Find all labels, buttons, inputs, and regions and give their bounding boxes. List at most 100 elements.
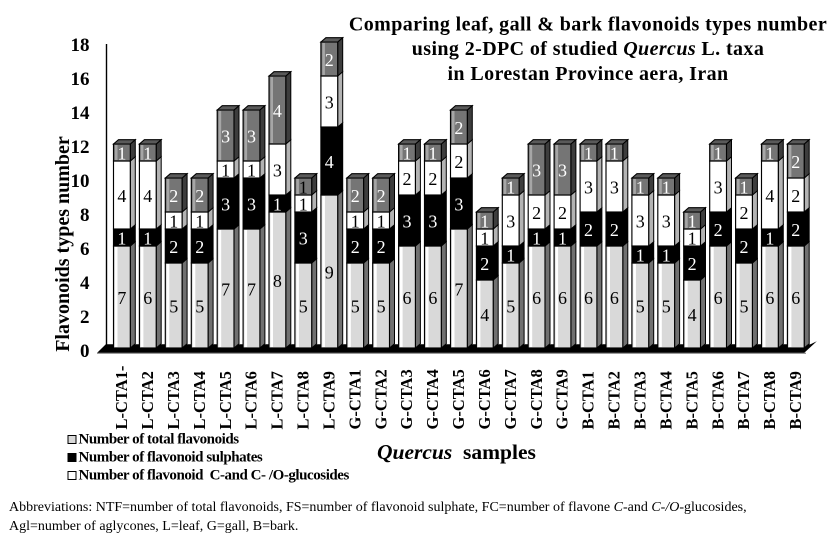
svg-text:4: 4 [480, 305, 489, 325]
svg-text:3: 3 [325, 93, 334, 113]
svg-text:2: 2 [169, 186, 178, 206]
svg-text:G-CTA2: G-CTA2 [371, 369, 390, 429]
svg-text:2: 2 [532, 203, 541, 223]
svg-text:5: 5 [169, 297, 178, 317]
svg-text:6: 6 [80, 239, 90, 260]
svg-text:G-CTA3: G-CTA3 [397, 369, 416, 429]
svg-text:6: 6 [610, 288, 619, 308]
svg-text:G-CTA8: G-CTA8 [527, 369, 546, 429]
svg-text:2: 2 [610, 220, 619, 240]
svg-text:7: 7 [221, 280, 230, 300]
svg-text:2: 2 [80, 307, 90, 328]
svg-text:3: 3 [247, 195, 256, 215]
svg-text:3: 3 [610, 178, 619, 198]
svg-text:Number of flavonoid sulphates: Number of flavonoid sulphates [79, 450, 263, 466]
svg-text:3: 3 [584, 178, 593, 198]
svg-text:6: 6 [791, 288, 800, 308]
svg-text:9: 9 [325, 263, 334, 283]
svg-text:10: 10 [71, 171, 90, 192]
svg-text:3: 3 [506, 212, 515, 232]
svg-text:2: 2 [688, 254, 697, 274]
svg-text:2: 2 [351, 237, 360, 257]
svg-text:Abbreviations: NTF=number of t: Abbreviations: NTF=number of total flavo… [9, 500, 747, 515]
svg-text:1: 1 [428, 144, 437, 164]
svg-text:G-CTA5: G-CTA5 [449, 369, 468, 429]
svg-text:6: 6 [403, 288, 412, 308]
svg-text:using 2-DPC of studied Quercus: using 2-DPC of studied Quercus L. taxa [412, 38, 764, 60]
svg-text:6: 6 [765, 288, 774, 308]
svg-text:1: 1 [688, 229, 697, 249]
svg-text:12: 12 [71, 137, 90, 158]
svg-text:1: 1 [299, 178, 308, 198]
svg-text:5: 5 [740, 297, 749, 317]
svg-text:B-CTA5: B-CTA5 [682, 371, 701, 429]
svg-text:3: 3 [221, 195, 230, 215]
svg-text:2: 2 [584, 220, 593, 240]
svg-text:6: 6 [584, 288, 593, 308]
svg-text:2: 2 [454, 152, 463, 172]
svg-text:in Lorestan Province aera, Ira: in Lorestan Province aera, Iran [447, 63, 728, 85]
svg-text:5: 5 [506, 297, 515, 317]
svg-text:7: 7 [454, 280, 463, 300]
svg-text:1: 1 [117, 229, 126, 249]
svg-text:3: 3 [558, 161, 567, 181]
svg-text:6: 6 [558, 288, 567, 308]
svg-text:3: 3 [662, 212, 671, 232]
svg-text:2: 2 [791, 152, 800, 172]
svg-text:Number of total flavonoids: Number of total flavonoids [79, 432, 240, 448]
svg-text:B-CTA9: B-CTA9 [786, 371, 805, 429]
svg-text:1: 1 [636, 246, 645, 266]
svg-text:B-CTA7: B-CTA7 [734, 371, 753, 429]
svg-text:2: 2 [480, 254, 489, 274]
svg-text:B-CTA6: B-CTA6 [708, 371, 727, 429]
svg-text:8: 8 [80, 205, 90, 226]
svg-text:4: 4 [117, 186, 126, 206]
svg-text:1: 1 [558, 229, 567, 249]
svg-text:L-CTA5: L-CTA5 [216, 371, 235, 429]
svg-text:4: 4 [688, 305, 697, 325]
svg-text:2: 2 [714, 220, 723, 240]
svg-text:1: 1 [636, 178, 645, 198]
svg-text:3: 3 [273, 161, 282, 181]
svg-text:3: 3 [636, 212, 645, 232]
svg-text:G-CTA6: G-CTA6 [475, 369, 494, 429]
svg-text:L-CTA9: L-CTA9 [320, 371, 339, 429]
svg-text:1: 1 [117, 144, 126, 164]
svg-text:1: 1 [740, 178, 749, 198]
svg-text:14: 14 [71, 103, 91, 124]
svg-text:1: 1 [377, 212, 386, 232]
svg-text:1: 1 [688, 212, 697, 232]
svg-text:L-CTA3: L-CTA3 [164, 371, 183, 429]
svg-text:1: 1 [143, 229, 152, 249]
svg-text:0: 0 [80, 341, 90, 362]
svg-text:G-CTA1: G-CTA1 [345, 369, 364, 429]
svg-text:7: 7 [117, 288, 126, 308]
svg-text:1: 1 [403, 144, 412, 164]
svg-text:3: 3 [532, 161, 541, 181]
svg-text:5: 5 [299, 297, 308, 317]
svg-text:2: 2 [351, 186, 360, 206]
svg-text:1: 1 [662, 246, 671, 266]
svg-text:1: 1 [299, 195, 308, 215]
svg-text:1: 1 [273, 195, 282, 215]
svg-text:3: 3 [221, 127, 230, 147]
svg-text:1: 1 [532, 229, 541, 249]
svg-text:2: 2 [169, 237, 178, 257]
svg-text:1: 1 [506, 178, 515, 198]
svg-text:7: 7 [247, 280, 256, 300]
svg-text:G-CTA9: G-CTA9 [553, 369, 572, 429]
svg-text:1: 1 [480, 212, 489, 232]
svg-text:2: 2 [325, 50, 334, 70]
svg-text:L-CTA4: L-CTA4 [190, 371, 209, 429]
svg-text:5: 5 [377, 297, 386, 317]
svg-text:1: 1 [143, 144, 152, 164]
svg-text:1: 1 [221, 161, 230, 181]
svg-text:2: 2 [195, 237, 204, 257]
svg-text:2: 2 [403, 169, 412, 189]
svg-text:3: 3 [428, 212, 437, 232]
svg-text:2: 2 [428, 169, 437, 189]
svg-text:3: 3 [247, 127, 256, 147]
svg-text:2: 2 [558, 203, 567, 223]
svg-text:3: 3 [454, 195, 463, 215]
svg-text:L-CTA2: L-CTA2 [138, 371, 157, 429]
